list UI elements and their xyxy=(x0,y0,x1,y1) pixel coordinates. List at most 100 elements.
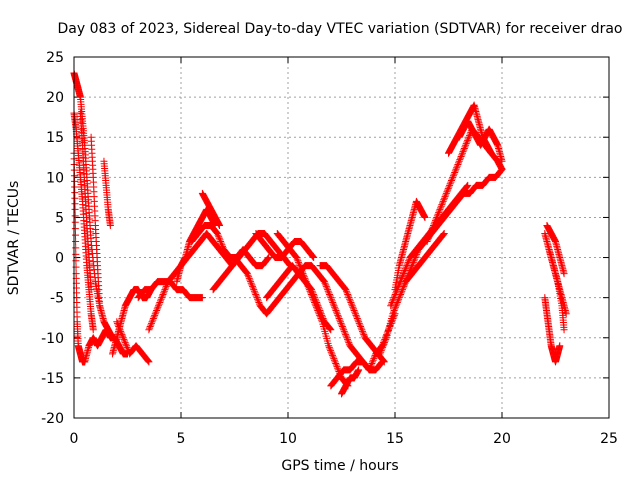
data-point xyxy=(382,335,390,343)
data-point xyxy=(437,202,445,210)
data-point xyxy=(348,300,356,308)
data-point xyxy=(377,348,385,356)
data-point xyxy=(450,170,458,178)
data-point xyxy=(317,315,325,323)
data-point xyxy=(145,326,153,334)
y-axis-label: SDTVAR / TECUs xyxy=(6,181,22,296)
data-point xyxy=(248,281,256,289)
x-tick-label: 0 xyxy=(70,431,79,447)
data-point xyxy=(337,319,345,327)
data-point xyxy=(335,315,343,323)
data-point xyxy=(332,359,340,367)
data-point xyxy=(344,290,352,298)
data-point xyxy=(447,178,455,186)
data-point xyxy=(380,340,388,348)
data-point xyxy=(293,255,301,263)
data-point xyxy=(89,326,97,334)
data-point xyxy=(150,313,158,321)
data-point xyxy=(413,250,421,258)
data-point xyxy=(426,231,434,239)
data-point xyxy=(334,364,342,372)
data-point xyxy=(329,353,337,361)
data-point xyxy=(300,271,308,279)
data-point xyxy=(72,250,80,258)
data-point xyxy=(327,347,335,355)
data-point xyxy=(430,221,438,229)
data-point xyxy=(396,279,404,287)
data-point xyxy=(114,321,122,329)
data-point xyxy=(247,278,255,286)
data-point xyxy=(342,286,350,294)
data-point xyxy=(381,337,389,345)
data-point xyxy=(377,347,385,355)
data-point xyxy=(370,353,378,361)
data-point xyxy=(248,282,256,290)
data-point xyxy=(326,290,334,298)
data-point xyxy=(113,318,121,326)
data-point xyxy=(461,143,469,151)
data-point xyxy=(312,302,320,310)
data-point xyxy=(326,345,334,353)
data-point xyxy=(263,255,271,263)
data-point xyxy=(323,284,331,292)
data-point xyxy=(331,358,339,366)
data-point xyxy=(215,233,223,241)
data-point xyxy=(402,278,410,286)
data-point xyxy=(411,255,419,263)
data-point xyxy=(445,183,453,191)
data-point xyxy=(213,229,221,237)
x-tick-label: 10 xyxy=(279,431,297,447)
data-point xyxy=(314,308,322,316)
data-point xyxy=(146,323,154,331)
data-point xyxy=(147,319,155,327)
data-point xyxy=(439,199,447,207)
data-point xyxy=(217,239,225,247)
data-point xyxy=(367,363,375,371)
data-point xyxy=(332,361,340,369)
data-point xyxy=(352,311,360,319)
data-point xyxy=(153,307,161,315)
data-point xyxy=(294,258,302,266)
data-point xyxy=(427,228,435,236)
data-point xyxy=(330,302,338,310)
data-point xyxy=(318,316,326,324)
data-point xyxy=(72,238,80,246)
data-point xyxy=(348,302,356,310)
data-point xyxy=(117,329,125,337)
data-point xyxy=(217,238,225,246)
data-point xyxy=(381,339,389,347)
data-point xyxy=(428,225,436,233)
data-point xyxy=(463,138,471,146)
data-point xyxy=(379,356,387,364)
data-point xyxy=(252,292,260,300)
data-point xyxy=(388,298,396,306)
data-point xyxy=(335,313,343,321)
data-point xyxy=(324,286,332,294)
data-point xyxy=(106,221,114,229)
data-point xyxy=(562,310,570,318)
data-point xyxy=(149,315,157,323)
data-point xyxy=(329,351,337,359)
data-point xyxy=(458,149,466,157)
data-point xyxy=(358,327,366,335)
plot-frame xyxy=(73,56,610,419)
data-point xyxy=(300,273,308,281)
data-point xyxy=(345,339,353,347)
data-point xyxy=(403,274,411,282)
data-point xyxy=(322,281,330,289)
data-point xyxy=(464,135,472,143)
y-tick-label: 15 xyxy=(46,130,64,146)
data-point xyxy=(369,358,377,366)
data-point xyxy=(406,268,414,276)
data-point xyxy=(441,193,449,201)
data-point xyxy=(243,270,251,278)
x-tick-label: 5 xyxy=(177,431,186,447)
data-point xyxy=(412,252,420,260)
data-point xyxy=(118,331,126,339)
data-point xyxy=(343,289,351,297)
data-point xyxy=(327,348,335,356)
data-point xyxy=(315,310,323,318)
data-point xyxy=(460,144,468,152)
y-tick-label: 25 xyxy=(46,50,64,66)
data-point xyxy=(464,181,472,189)
